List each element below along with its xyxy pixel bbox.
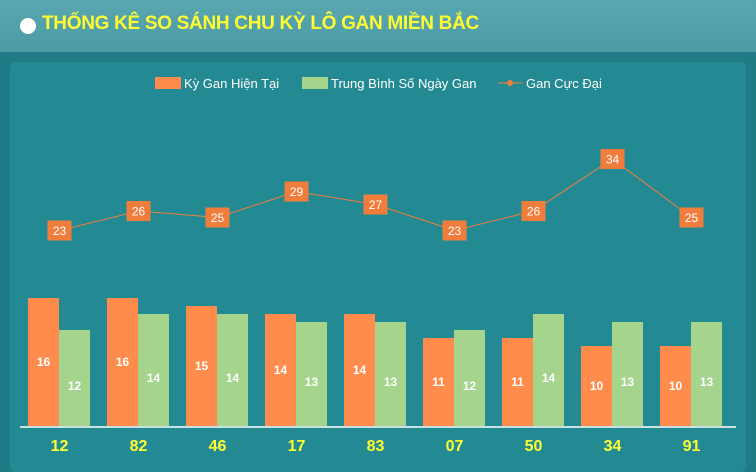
bar-current-83 xyxy=(344,314,375,426)
bar-average-91 xyxy=(691,322,722,426)
bar-average-50 xyxy=(533,314,564,426)
max-point-46 xyxy=(205,207,230,228)
bar-current-value-12: 16 xyxy=(37,355,51,369)
max-value-17: 29 xyxy=(290,185,304,199)
bar-average-17 xyxy=(296,322,327,426)
max-value-12: 23 xyxy=(53,224,67,238)
bar-average-83 xyxy=(375,322,406,426)
bar-current-value-91: 10 xyxy=(669,379,683,393)
category-label-91: 91 xyxy=(683,438,701,455)
bar-average-value-12: 12 xyxy=(68,379,82,393)
bar-average-value-83: 13 xyxy=(384,375,398,389)
bar-current-46 xyxy=(186,306,217,426)
bar-average-12 xyxy=(59,330,90,426)
legend: Kỳ Gan Hiện Tại Trung Bình Số Ngày Gan G… xyxy=(155,76,602,91)
bar-average-82 xyxy=(138,314,169,426)
max-value-46: 25 xyxy=(211,211,225,225)
max-value-83: 27 xyxy=(369,198,383,212)
category-label-83: 83 xyxy=(367,438,385,455)
bar-current-value-50: 11 xyxy=(511,375,524,389)
bar-current-value-07: 11 xyxy=(432,375,445,389)
category-label-46: 46 xyxy=(209,438,227,455)
max-point-12 xyxy=(47,220,72,241)
legend-label-max: Gan Cực Đại xyxy=(526,76,602,91)
max-value-50: 26 xyxy=(527,205,541,219)
bar-average-value-82: 14 xyxy=(147,371,161,385)
max-point-50 xyxy=(521,201,546,221)
bar-current-value-34: 10 xyxy=(590,379,604,393)
bar-average-46 xyxy=(217,314,248,426)
bar-average-34 xyxy=(612,322,643,426)
max-value-91: 25 xyxy=(685,211,699,225)
max-value-82: 26 xyxy=(132,205,146,219)
bar-current-34 xyxy=(581,346,612,426)
max-point-83 xyxy=(363,194,388,215)
category-label-07: 07 xyxy=(446,438,464,455)
bar-average-value-46: 14 xyxy=(226,371,240,385)
legend-swatch-average xyxy=(302,77,328,89)
bar-current-value-82: 16 xyxy=(116,355,130,369)
category-label-50: 50 xyxy=(525,438,543,455)
max-point-34 xyxy=(600,149,625,169)
legend-label-average: Trung Bình Số Ngày Gan xyxy=(331,76,477,91)
bar-current-50 xyxy=(502,338,533,426)
circle-bullet-icon xyxy=(20,18,36,34)
category-label-17: 17 xyxy=(288,438,306,455)
bar-current-value-46: 15 xyxy=(195,359,209,373)
bar-average-value-91: 13 xyxy=(700,375,714,389)
bar-current-07 xyxy=(423,338,454,426)
legend-label-current: Kỳ Gan Hiện Tại xyxy=(184,76,279,91)
bar-current-value-17: 14 xyxy=(274,363,288,377)
max-value-34: 34 xyxy=(606,153,620,167)
bar-current-82 xyxy=(107,298,138,426)
page-title: THỐNG KÊ SO SÁNH CHU KỲ LÔ GAN MIỀN BẮC xyxy=(42,13,479,34)
bar-current-91 xyxy=(660,346,691,426)
max-point-82 xyxy=(126,201,151,221)
category-label-82: 82 xyxy=(130,438,148,455)
bar-average-value-50: 14 xyxy=(542,371,556,385)
max-point-07 xyxy=(442,220,467,241)
max-point-91 xyxy=(679,207,704,228)
chart-header: THỐNG KÊ SO SÁNH CHU KỲ LÔ GAN MIỀN BẮC xyxy=(0,0,756,52)
category-label-12: 12 xyxy=(51,438,69,455)
bar-average-value-17: 13 xyxy=(305,375,319,389)
bar-average-07 xyxy=(454,330,485,426)
legend-swatch-current xyxy=(155,77,181,89)
bar-current-12 xyxy=(28,298,59,426)
bar-current-value-83: 14 xyxy=(353,363,367,377)
max-point-17 xyxy=(284,181,309,202)
max-value-07: 23 xyxy=(448,224,462,238)
bar-current-17 xyxy=(265,314,296,426)
legend-marker-max xyxy=(507,80,513,86)
bar-average-value-07: 12 xyxy=(463,379,477,393)
bar-average-value-34: 13 xyxy=(621,375,635,389)
category-label-34: 34 xyxy=(604,438,622,455)
